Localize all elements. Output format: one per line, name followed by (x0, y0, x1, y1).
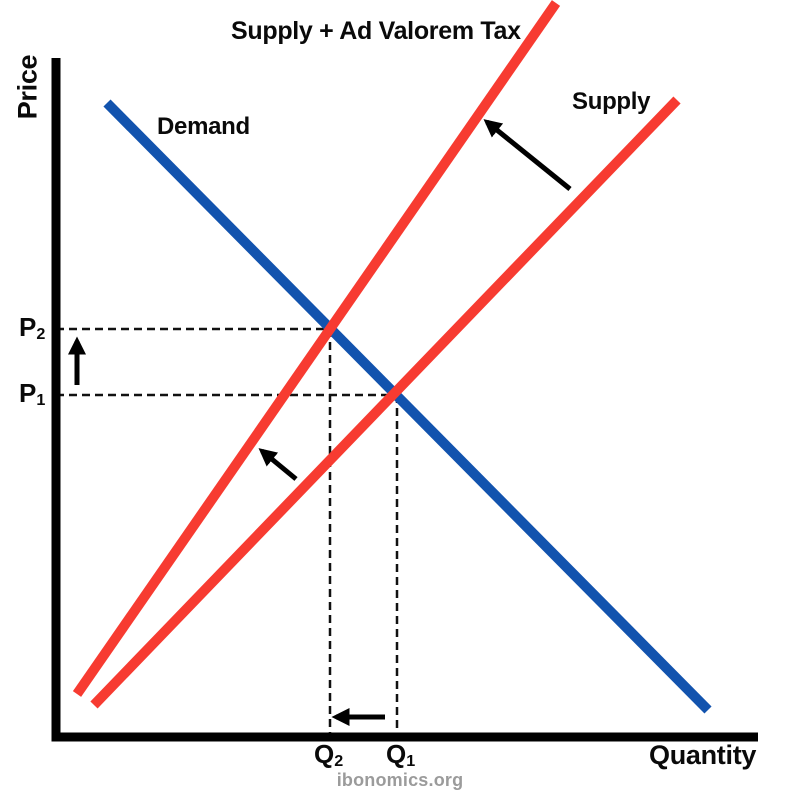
chart-title: Supply + Ad Valorem Tax (231, 17, 521, 45)
demand-curve-label: Demand (157, 113, 250, 140)
supply-curve (90, 96, 681, 709)
price-p2-tick-label: P2 (19, 312, 46, 343)
price-p1-tick-label: P1 (19, 378, 46, 409)
y-axis-label: Price (12, 54, 43, 120)
supply-ad-valorem-tax-curve (72, 0, 561, 697)
quantity-q2-tick-label: Q2 (314, 739, 343, 770)
watermark-text: ibonomics.org (336, 770, 464, 790)
quantity-q1-tick-label: Q1 (386, 739, 415, 770)
x-axis-label: Quantity (649, 740, 757, 770)
supply-shift-arrow-lower (258, 448, 298, 481)
supply-curve-label: Supply (572, 88, 651, 115)
demand-curve (103, 99, 712, 714)
axes (51, 58, 758, 742)
supply-shift-arrow-upper (483, 119, 572, 191)
